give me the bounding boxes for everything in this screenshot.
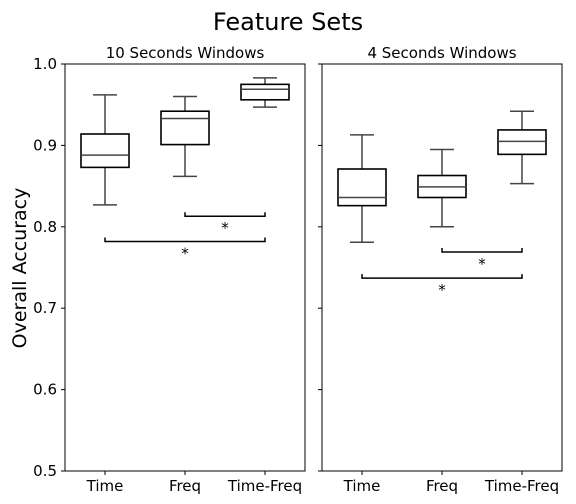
bracket-line [184,212,266,217]
y-tick-label: 0.9 [33,136,57,154]
box-freq [417,148,467,228]
panel-10-seconds: 10 Seconds Windows 0.5 0.6 0.7 0.8 0.9 1.0 Tim… [33,44,306,495]
y-tick-label: 1.0 [33,55,57,73]
x-tick-label: Time-Freq [227,477,302,495]
x-tick-label: Freq [169,477,201,495]
iqr-box [80,133,130,169]
suptitle: Feature Sets [213,8,363,36]
y-axis-label: Overall Accuracy [9,188,31,349]
iqr-box [240,83,290,101]
box-time-freq [240,77,290,108]
bracket-line [361,274,523,279]
box-time [337,134,387,244]
significance-label: * [181,244,189,262]
x-tick-label: Time-Freq [484,477,559,495]
x-tick-label: Time [86,477,124,495]
significance-bracket: * [184,212,266,237]
bracket-line [104,237,266,243]
significance-bracket: * [104,237,266,262]
x-tick-label: Freq [426,477,458,495]
panel-title: 10 Seconds Windows [106,44,265,62]
significance-label: * [221,219,229,237]
box-time-freq [497,110,547,185]
axes-frame [321,63,563,472]
iqr-box [160,110,210,146]
panel-4-seconds: 4 Seconds Windows Time Freq Time-Freq * * [318,44,563,495]
y-tick-label: 0.7 [33,299,57,317]
significance-bracket: * [441,248,523,273]
box-time [80,94,130,206]
bracket-line [441,248,523,253]
y-tick-label: 0.8 [33,218,57,236]
x-tick-label: Time [343,477,381,495]
significance-label: * [438,281,446,299]
y-tick-label: 0.5 [33,462,57,480]
iqr-box [337,168,387,207]
significance-label: * [478,255,486,273]
significance-bracket: * [361,274,523,299]
box-freq [160,95,210,178]
iqr-box [497,129,547,156]
panel-title: 4 Seconds Windows [367,44,516,62]
y-tick-label: 0.6 [33,381,57,399]
